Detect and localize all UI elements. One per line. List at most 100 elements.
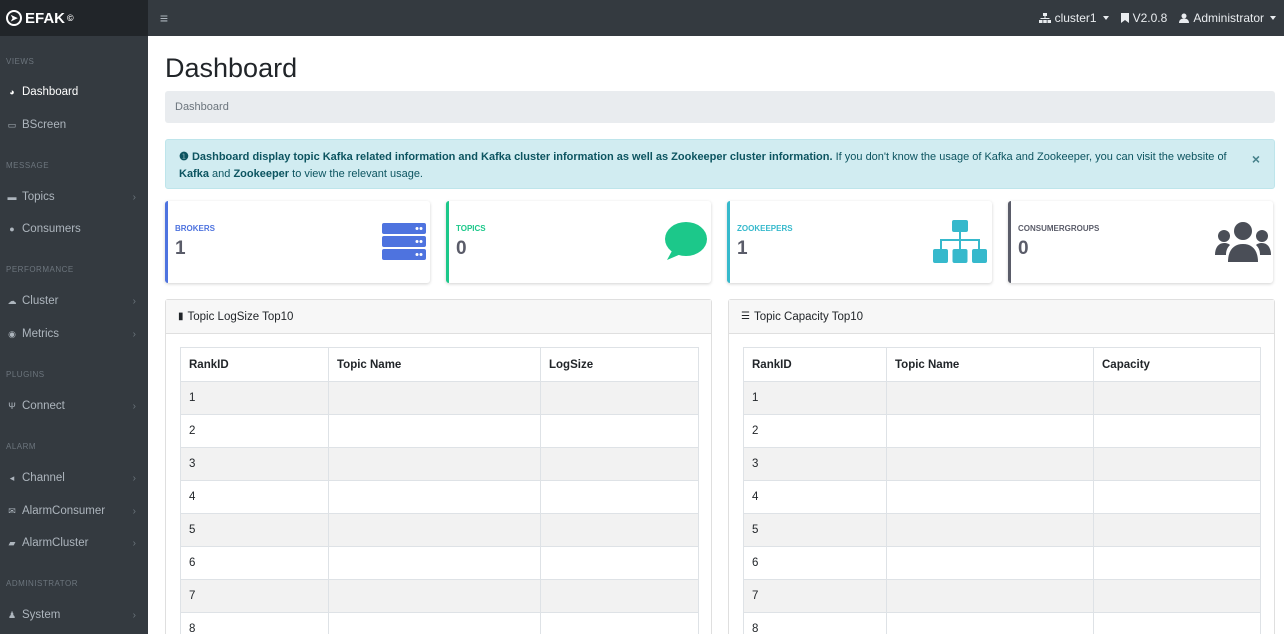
table-row: 5 (180, 513, 699, 547)
cluster-dropdown[interactable]: cluster1 (1038, 11, 1109, 25)
main-content: Dashboard Dashboard ❶ Dashboard display … (148, 36, 1284, 634)
rank-cell: 6 (180, 546, 329, 580)
sidebar-item-consumers[interactable]: ● Consumers (0, 217, 148, 241)
capacity-cell (1093, 414, 1261, 448)
user-dropdown[interactable]: Administrator (1179, 11, 1276, 25)
info-alert: ❶ Dashboard display topic Kafka related … (165, 139, 1275, 189)
column-header[interactable]: Capacity (1093, 347, 1261, 382)
sidebar-item-cluster[interactable]: ☁ Cluster › (0, 289, 148, 313)
sidebar-item-label: Connect (22, 400, 65, 412)
user-cog-icon: ♟ (7, 609, 17, 620)
table-row: 1 (180, 381, 699, 415)
topic-cell (886, 579, 1094, 613)
column-header[interactable]: Topic Name (328, 347, 541, 382)
sidebar-toggle-icon[interactable]: ≡ (159, 10, 169, 26)
sidebar-item-label: BScreen (22, 119, 67, 131)
sidebar-section-views: VIEWS (6, 57, 35, 66)
rank-cell: 8 (743, 612, 887, 634)
column-header[interactable]: RankID (743, 347, 887, 382)
topic-cell (328, 612, 541, 634)
column-header[interactable]: LogSize (540, 347, 699, 382)
capacity-cell (1093, 381, 1261, 415)
column-header[interactable]: Topic Name (886, 347, 1094, 382)
server-icon (382, 223, 426, 260)
capacity-panel: ☰ Topic Capacity Top10 RankID Topic Name… (728, 299, 1275, 634)
table-row: 8 (743, 612, 1261, 634)
topic-cell (328, 414, 541, 448)
sidebar-item-topics[interactable]: ▬ Topics › (0, 185, 148, 209)
sidebar-item-system[interactable]: ♟ System › (0, 603, 148, 627)
sidebar-item-alarmconsumer[interactable]: ✉ AlarmConsumer › (0, 499, 148, 523)
page-title: Dashboard (165, 53, 298, 83)
logsize-cell (540, 546, 699, 580)
topic-cell (886, 546, 1094, 580)
plug-icon: Ψ (8, 401, 16, 411)
cluster-name: cluster1 (1054, 11, 1097, 25)
chevron-right-icon: › (132, 609, 136, 621)
rank-cell: 5 (743, 513, 887, 547)
eye-icon: ◉ (8, 328, 16, 339)
users-icon: ● (9, 224, 15, 234)
sidebar-item-label: AlarmCluster (22, 537, 89, 549)
table-row: 2 (180, 414, 699, 448)
zookeeper-link[interactable]: Zookeeper (233, 168, 290, 180)
capacity-cell (1093, 513, 1261, 547)
logsize-panel: ▮ Topic LogSize Top10 RankID Topic Name … (165, 299, 712, 634)
sidebar-section-alarm: ALARM (6, 442, 37, 451)
logsize-cell (540, 381, 699, 415)
chevron-right-icon: › (132, 400, 136, 412)
column-header[interactable]: RankID (180, 347, 329, 382)
topics-card[interactable]: TOPICS 0 (446, 201, 711, 283)
table-row: 5 (743, 513, 1261, 547)
topic-cell (886, 447, 1094, 481)
close-icon[interactable]: × (1251, 151, 1260, 167)
sidebar-item-label: System (22, 609, 61, 621)
envelope-icon: ✉ (8, 505, 16, 516)
sidebar-item-channel[interactable]: ◂ Channel › (0, 466, 148, 490)
sidebar-item-alarmcluster[interactable]: ▰ AlarmCluster › (0, 531, 148, 555)
table-row: 7 (743, 579, 1261, 613)
zookeepers-card[interactable]: ZOOKEEPERS 1 (727, 201, 992, 283)
sidebar-item-dashboard[interactable]: ◕ Dashboard (0, 80, 148, 104)
brand[interactable]: ➤ EFAK © (0, 0, 148, 36)
topic-cell (886, 612, 1094, 634)
topic-cell (886, 381, 1094, 415)
panel-header: ▮ Topic LogSize Top10 (166, 300, 711, 334)
rank-cell: 8 (180, 612, 329, 634)
rank-cell: 5 (180, 513, 329, 547)
capacity-table: RankID Topic Name Capacity 1 2 3 4 5 6 7… (743, 347, 1261, 634)
panel-title: Topic LogSize Top10 (187, 310, 294, 323)
version-link[interactable]: V2.0.8 (1120, 11, 1167, 25)
breadcrumb-item: Dashboard (175, 101, 229, 113)
card-value: 1 (175, 238, 186, 259)
sidebar-item-connect[interactable]: Ψ Connect › (0, 394, 148, 418)
kafka-link[interactable]: Kafka (179, 168, 209, 180)
alert-text-end: to view the relevant usage. (289, 168, 423, 180)
rank-cell: 4 (743, 480, 887, 514)
table-row: 8 (180, 612, 699, 634)
sidebar-item-bscreen[interactable]: ▭ BScreen (0, 113, 148, 137)
logsize-cell (540, 513, 699, 547)
topic-cell (328, 579, 541, 613)
top-navbar: ➤ EFAK © ≡ cluster1 V2.0.8 Administrator (0, 0, 1284, 36)
chevron-down-icon (1270, 16, 1276, 20)
compass-icon: ➤ (6, 10, 22, 26)
sidebar-item-label: Cluster (22, 295, 59, 307)
chevron-right-icon: › (132, 328, 136, 340)
rank-cell: 1 (180, 381, 329, 415)
brokers-card[interactable]: BROKERS 1 (165, 201, 430, 283)
sidebar-item-label: AlarmConsumer (22, 505, 106, 517)
table-row: 2 (743, 414, 1261, 448)
logsize-cell (540, 447, 699, 481)
table-row: 3 (743, 447, 1261, 481)
sidebar-item-label: Consumers (22, 223, 81, 235)
sidebar-item-metrics[interactable]: ◉ Metrics › (0, 322, 148, 346)
topic-cell (328, 381, 541, 415)
user-icon (1179, 13, 1190, 23)
consumergroups-card[interactable]: CONSUMERGROUPS 0 (1008, 201, 1273, 283)
brand-name: EFAK (25, 9, 66, 27)
logsize-cell (540, 579, 699, 613)
rank-cell: 2 (743, 414, 887, 448)
table-row: 6 (743, 546, 1261, 580)
sidebar-item-label: Dashboard (22, 86, 79, 98)
